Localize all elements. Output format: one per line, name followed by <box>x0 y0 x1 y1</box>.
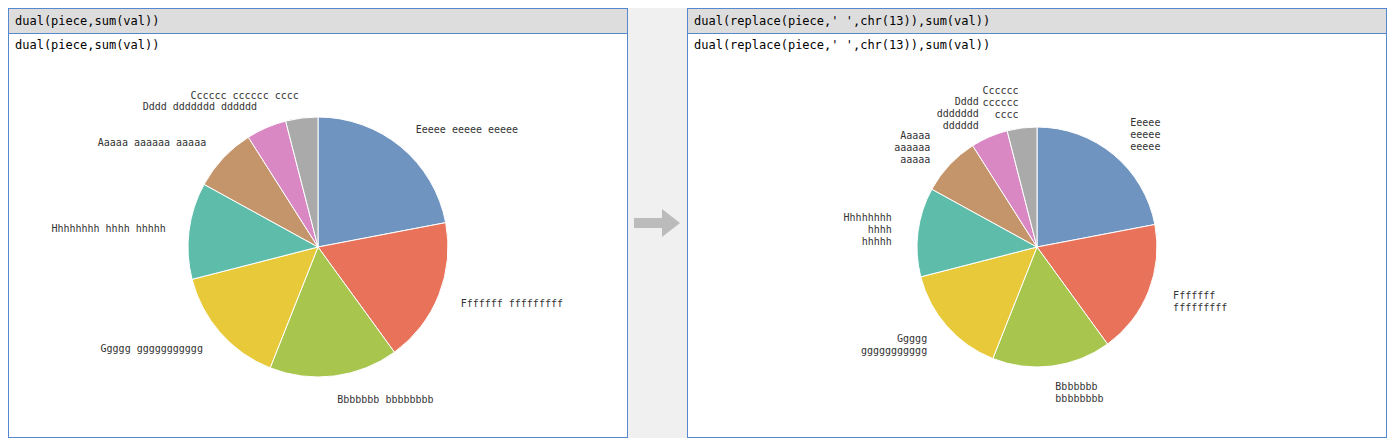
svg-text:Hhhhhhhh hhhh hhhhh: Hhhhhhhh hhhh hhhhh <box>51 222 165 233</box>
svg-text:Aaaaa aaaaaa aaaaa: Aaaaa aaaaaa aaaaa <box>98 136 206 147</box>
svg-text:Hhhhhhhhhhhhhhhhh: Hhhhhhhhhhhhhhhhh <box>844 211 892 246</box>
svg-text:Bbbbbbbbbbbbbbb: Bbbbbbbbbbbbbbb <box>1055 381 1103 404</box>
html-text:dual(replace(piece,' ',chr(13): dual(replace(piece,' ',chr(13)),sum(val)… <box>694 38 991 52</box>
svg-text:Cccccccccccccccc: Cccccccccccccccc <box>983 84 1019 119</box>
svg-text:Ddddddddddddddddd: Ddddddddddddddddd <box>937 95 979 130</box>
html-text:dual(piece,sum(val)): dual(piece,sum(val)) <box>15 14 160 28</box>
html-text:dual(piece,sum(val)): dual(piece,sum(val)) <box>15 38 160 52</box>
svg-text:Fffffff fffffffff: Fffffff fffffffff <box>461 298 563 309</box>
svg-text:Cccccc cccccc cccc: Cccccc cccccc cccc <box>190 89 298 100</box>
html-text:dual(replace(piece,' ',chr(13): dual(replace(piece,' ',chr(13)),sum(val)… <box>694 14 991 28</box>
svg-text:Aaaaaaaaaaaaaaaa: Aaaaaaaaaaaaaaaa <box>894 129 930 164</box>
svg-text:Dddd ddddddd dddddd: Dddd ddddddd dddddd <box>143 101 257 112</box>
svg-text:Bbbbbbb bbbbbbbb: Bbbbbbb bbbbbbbb <box>337 394 433 405</box>
svg-text:Eeeee eeeee eeeee: Eeeee eeeee eeeee <box>416 123 518 134</box>
svg-text:Eeeeeeeeeeeeeee: Eeeeeeeeeeeeeee <box>1130 117 1160 152</box>
svg-text:Ffffffffffffffff: Ffffffffffffffff <box>1173 289 1227 312</box>
svg-text:Gggggggggggggggg: Gggggggggggggggg <box>861 332 927 355</box>
svg-text:Ggggg ggggggggggg: Ggggg ggggggggggg <box>101 343 203 354</box>
